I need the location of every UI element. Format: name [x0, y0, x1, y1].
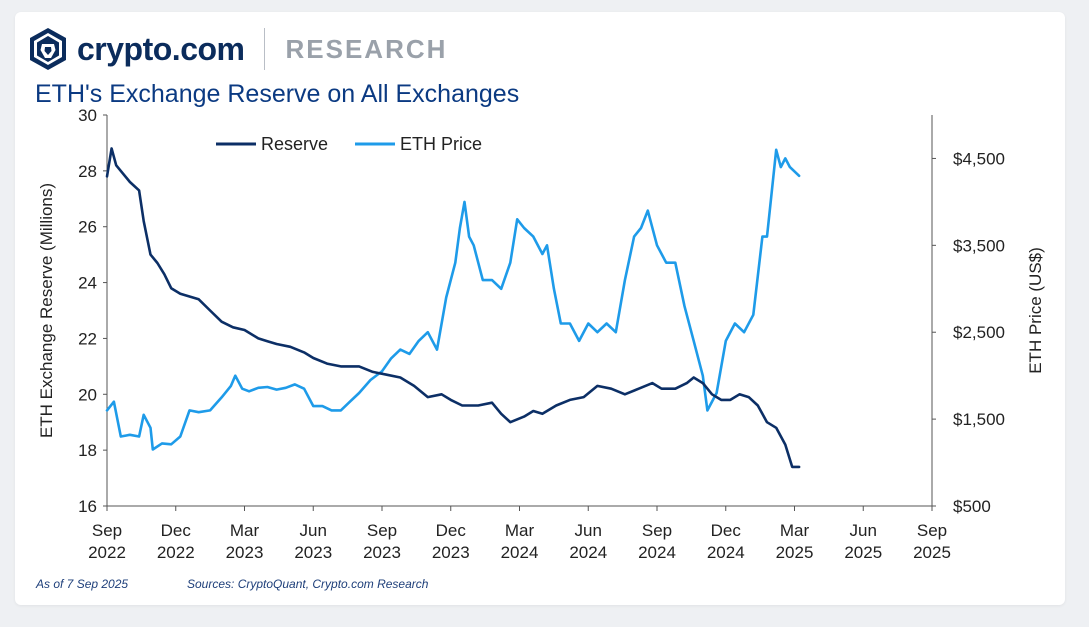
- x-tick-year: 2025: [776, 543, 814, 562]
- legend: Reserve ETH Price: [216, 134, 482, 154]
- x-tick-month: Jun: [850, 521, 877, 540]
- x-tick-year: 2024: [638, 543, 676, 562]
- right-tick-label: $500: [953, 497, 991, 516]
- x-tick-month: Sep: [917, 521, 947, 540]
- reserve-line: [105, 147, 801, 469]
- x-tick-month: Dec: [436, 521, 467, 540]
- x-tick-year: 2024: [569, 543, 607, 562]
- x-tick-year: 2023: [226, 543, 264, 562]
- x-tick-month: Mar: [780, 521, 810, 540]
- crypto-com-lion-icon: [30, 28, 66, 70]
- left-tick-label: 28: [78, 162, 97, 181]
- left-tick-label: 26: [78, 218, 97, 237]
- right-tick-label: $4,500: [953, 149, 1005, 168]
- x-tick-year: 2023: [363, 543, 401, 562]
- right-tick-label: $3,500: [953, 236, 1005, 255]
- left-tick-label: 24: [78, 274, 97, 293]
- left-axis-title: ETH Exchange Reserve (Millions): [37, 183, 56, 438]
- brand-name: crypto.com: [77, 30, 245, 67]
- x-tick-year: 2022: [157, 543, 195, 562]
- right-tick-label: $2,500: [953, 323, 1005, 342]
- legend-eth-price: ETH Price: [355, 134, 482, 154]
- x-tick-year: 2023: [294, 543, 332, 562]
- legend-reserve: Reserve: [216, 134, 328, 154]
- left-tick-label: 18: [78, 441, 97, 460]
- x-tick-year: 2023: [432, 543, 470, 562]
- right-tick-label: $1,500: [953, 410, 1005, 429]
- left-tick-label: 16: [78, 497, 97, 516]
- x-tick-month: Mar: [230, 521, 260, 540]
- section-label: RESEARCH: [285, 33, 448, 64]
- left-tick-label: 22: [78, 329, 97, 348]
- x-tick-month: Jun: [575, 521, 602, 540]
- x-tick-year: 2024: [501, 543, 539, 562]
- axes-group: 1618202224262830$500$1,500$2,500$3,500$4…: [37, 106, 1045, 562]
- legend-reserve-label: Reserve: [261, 134, 328, 154]
- x-tick-year: 2025: [844, 543, 882, 562]
- x-tick-month: Dec: [161, 521, 192, 540]
- right-axis-title: ETH Price (US$): [1026, 247, 1045, 374]
- x-tick-month: Sep: [92, 521, 122, 540]
- x-tick-month: Jun: [300, 521, 327, 540]
- as-of-date: As of 7 Sep 2025: [36, 577, 129, 591]
- x-tick-month: Sep: [642, 521, 672, 540]
- x-tick-year: 2024: [707, 543, 745, 562]
- sources-note: Sources: CryptoQuant, Crypto.com Researc…: [187, 577, 429, 591]
- legend-eth-price-label: ETH Price: [400, 134, 482, 154]
- left-tick-label: 30: [78, 106, 97, 125]
- chart-title: ETH's Exchange Reserve on All Exchanges: [35, 80, 520, 108]
- series-group: [105, 147, 801, 469]
- x-tick-year: 2022: [88, 543, 126, 562]
- x-tick-month: Sep: [367, 521, 397, 540]
- x-tick-month: Dec: [711, 521, 742, 540]
- x-tick-month: Mar: [505, 521, 535, 540]
- header-logo: crypto.com RESEARCH: [29, 26, 447, 72]
- left-tick-label: 20: [78, 385, 97, 404]
- header-divider: [264, 28, 266, 70]
- eth-price-line: [105, 148, 801, 451]
- x-tick-year: 2025: [913, 543, 951, 562]
